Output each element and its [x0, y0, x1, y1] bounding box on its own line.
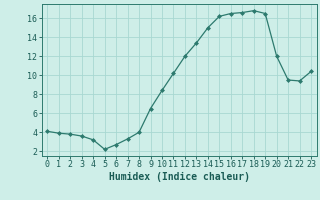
X-axis label: Humidex (Indice chaleur): Humidex (Indice chaleur)	[109, 172, 250, 182]
